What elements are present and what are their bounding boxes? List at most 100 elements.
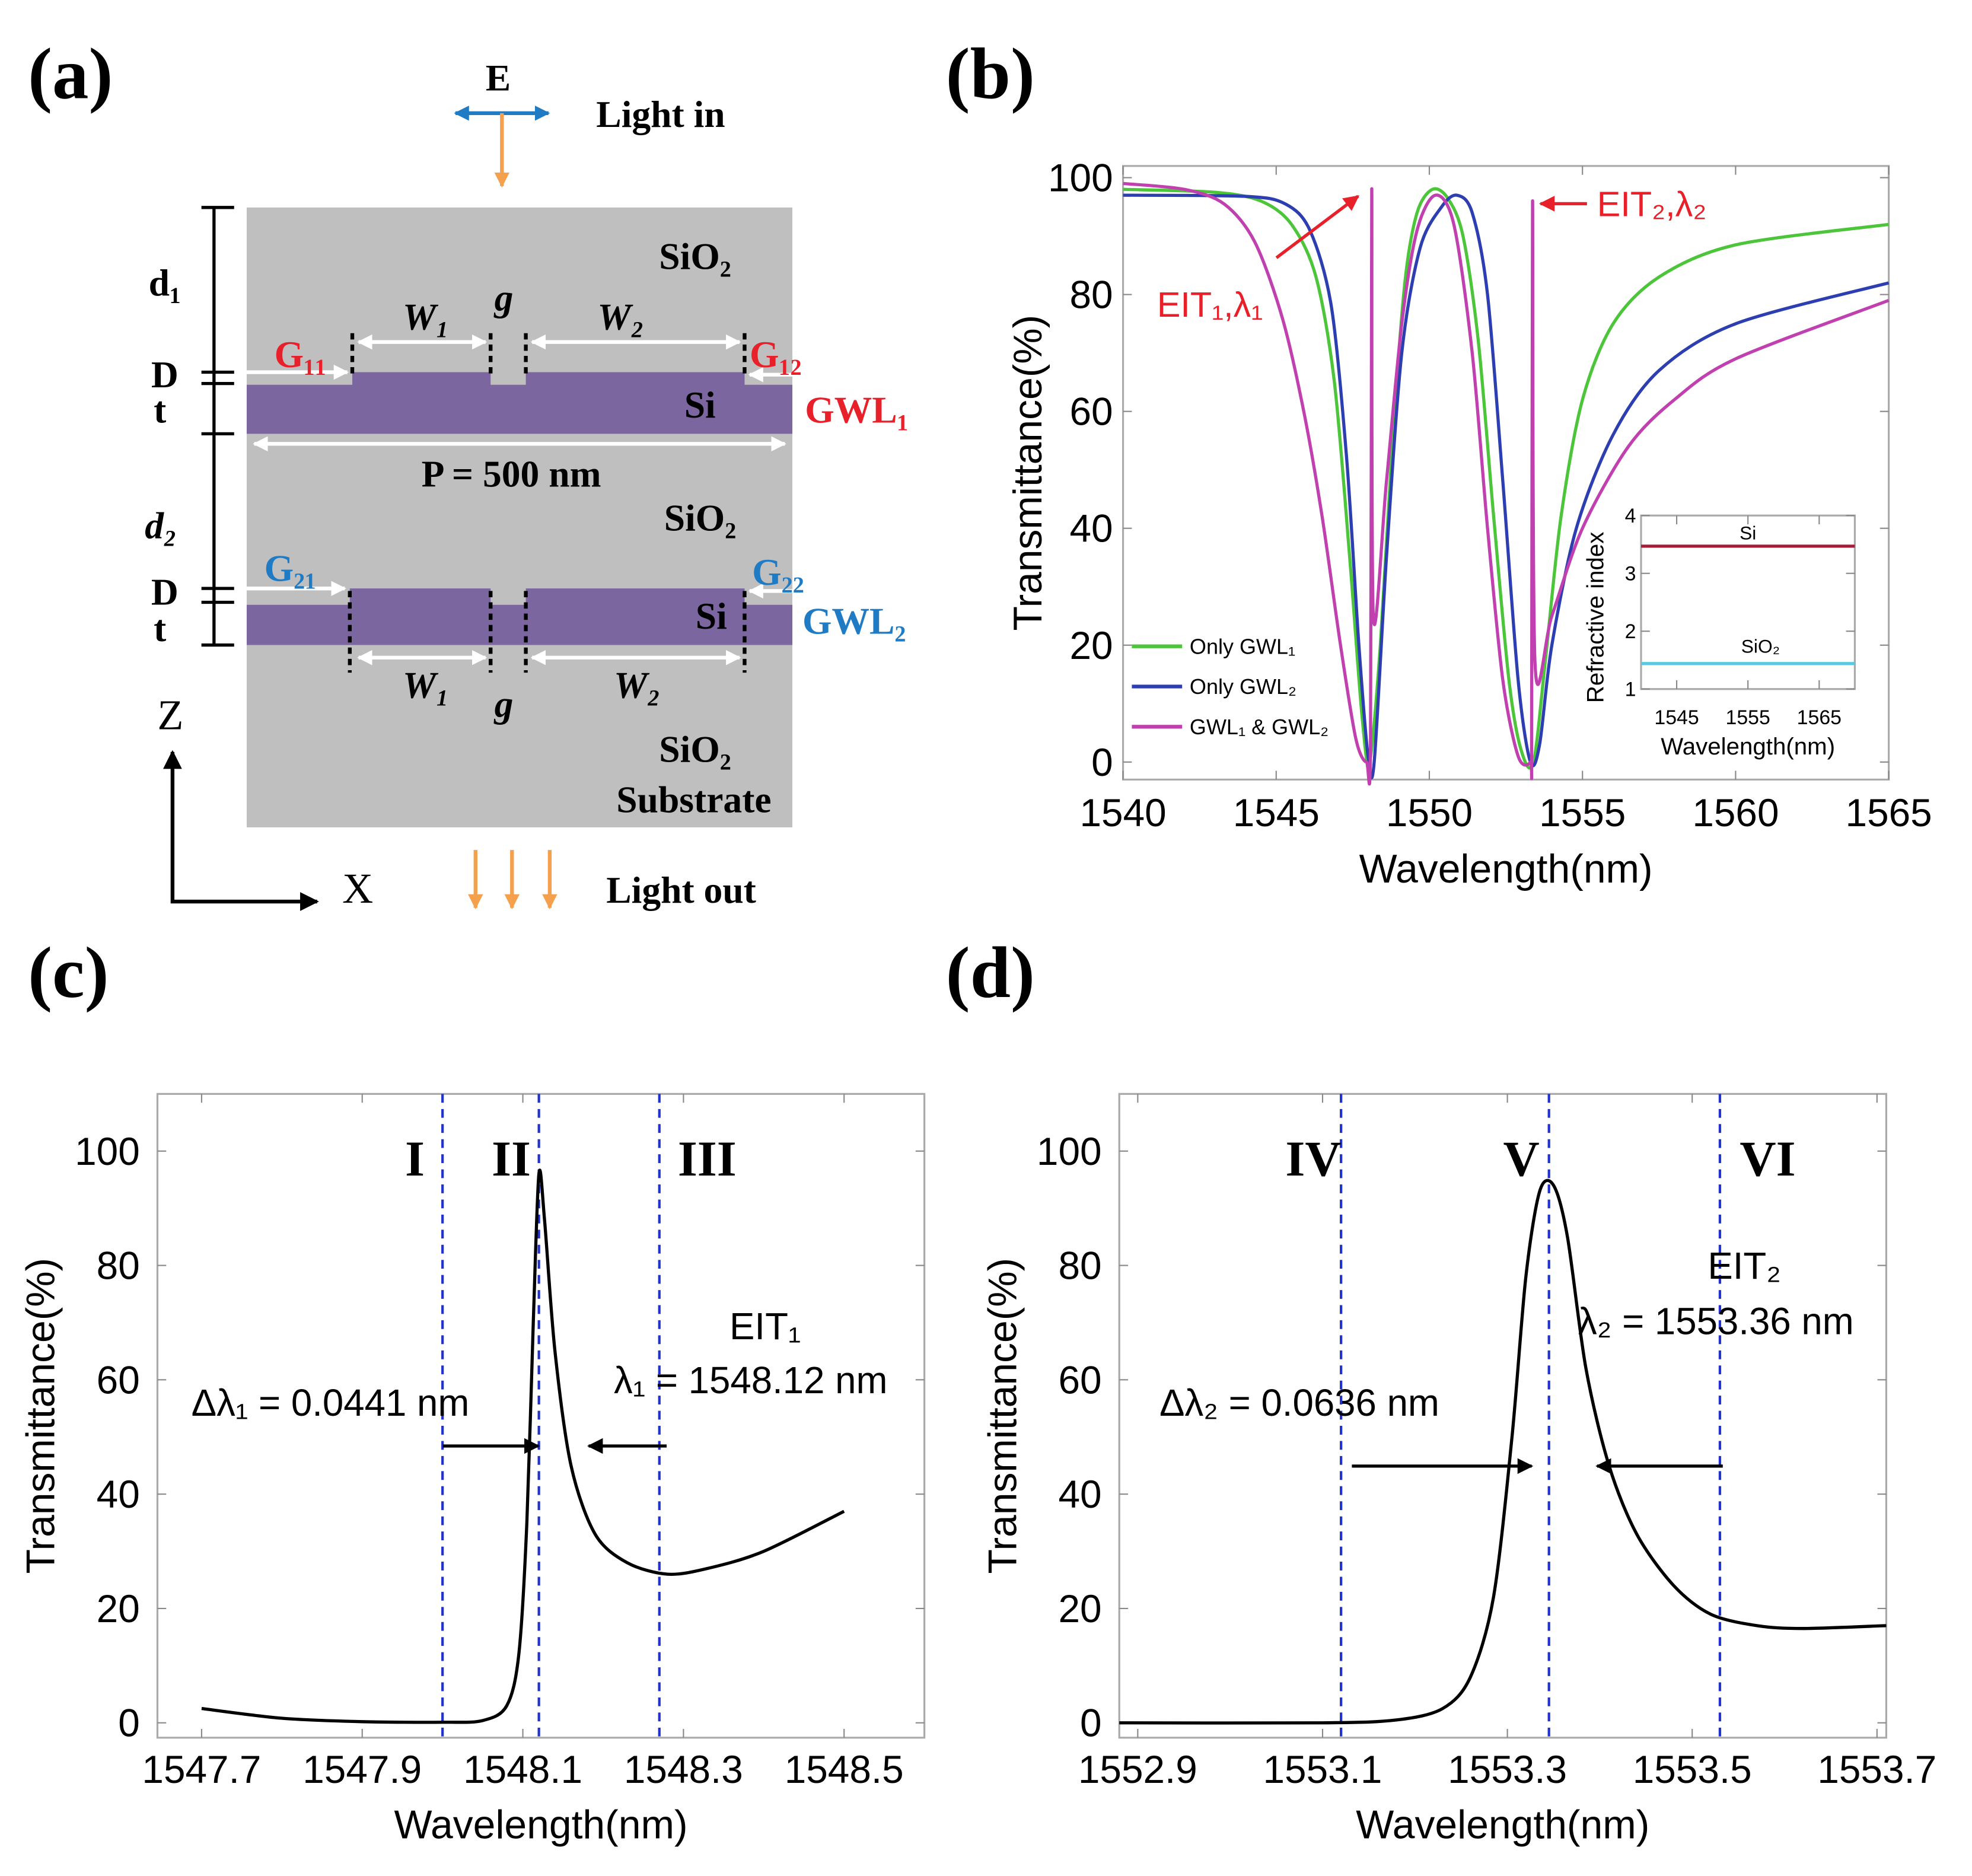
- x-tick-label: 1553.5: [1633, 1748, 1752, 1791]
- light-out-arrows-icon: [468, 850, 557, 910]
- x-tick-label: 1553.7: [1817, 1748, 1936, 1791]
- label-d2: d₂: [145, 504, 177, 546]
- series-line-0: [1123, 187, 1889, 770]
- x-tick-label: 1555: [1539, 791, 1626, 835]
- y-tick-label: 1: [1625, 679, 1636, 701]
- legend-label: Only GWL₂: [1190, 674, 1296, 699]
- label-g22: G₂₂: [752, 551, 804, 593]
- y-axis-label: Transmittance(%): [980, 1258, 1025, 1574]
- y-tick-label: 40: [1070, 507, 1113, 550]
- y-tick-label: 60: [1058, 1358, 1101, 1402]
- label-g: g: [493, 277, 514, 319]
- y-axis-label: Transmittance(%): [19, 1258, 63, 1574]
- plot-area: [1118, 1093, 1887, 1739]
- label-sio2-top: SiO₂: [659, 235, 731, 278]
- label-gwl2: GWL₂: [802, 600, 906, 642]
- label-g11: G₁₁: [275, 333, 327, 375]
- x-tick-label: 1552.9: [1078, 1748, 1197, 1791]
- x-tick-label: 1548.1: [463, 1748, 582, 1791]
- series-line-0: [201, 1168, 845, 1724]
- y-tick-label: 20: [1058, 1587, 1101, 1630]
- y-tick-label: 100: [1048, 157, 1113, 200]
- label-g12: G₁₂: [750, 333, 802, 375]
- y-tick-label: 4: [1625, 505, 1636, 527]
- label-t1: t: [154, 388, 166, 431]
- label-sio2-mid: SiO₂: [664, 497, 737, 539]
- legend-label: Only GWL₁: [1190, 634, 1295, 658]
- boundary-dashes: [348, 333, 747, 673]
- chart-c-eit1: 1547.7 1547.9 1548.1 1548.3 1548.5 0 20 40 60 80 1…: [19, 1093, 926, 1847]
- chart-b-inset-refractive-index: 1545 1555 1565 1 2 3 4 Wavelength(nm) Refractive…: [1582, 505, 1856, 760]
- y-tick-label: 40: [97, 1473, 140, 1516]
- structure-diagram: d₁ D t d₂ D t W₁ g W₂ W₁ g W₂ G₁₁ G₁₂ GW…: [145, 57, 908, 913]
- eit1-arrow-icon: [1275, 195, 1360, 259]
- legend-label: GWL₁ & GWL₂: [1190, 715, 1329, 739]
- label-t2: t: [154, 607, 166, 649]
- x-tick-label: 1547.9: [302, 1748, 422, 1791]
- label-d1: d₁: [149, 262, 181, 304]
- x-tick-label: 1553.3: [1448, 1748, 1567, 1791]
- y-tick-label: 100: [1037, 1130, 1102, 1173]
- region-label: I: [405, 1131, 425, 1187]
- y-tick-label: 40: [1058, 1473, 1101, 1516]
- panel-label-d: (d): [946, 932, 1035, 1013]
- sio2-cladding: [246, 207, 793, 827]
- y-tick-label: 2: [1625, 620, 1636, 643]
- y-tick-label: 80: [1058, 1244, 1101, 1288]
- label-D2: D: [151, 571, 179, 613]
- label-w2: W₂: [597, 295, 644, 337]
- x-tick-label: 1548.5: [785, 1748, 904, 1791]
- label-period: P = 500 nm: [422, 453, 601, 495]
- thickness-scale: [201, 206, 234, 647]
- label-gwl1: GWL₁: [805, 388, 909, 431]
- label-w1: W₁: [403, 295, 450, 337]
- x-tick-label: 1550: [1386, 791, 1473, 835]
- series-line-1: [1123, 193, 1890, 780]
- y-axis-label: Transmittance(%): [1006, 315, 1050, 631]
- region-label: II: [492, 1131, 531, 1187]
- label-light-out: Light out: [606, 869, 756, 911]
- panel-label-c: (c): [28, 932, 109, 1013]
- x-tick-label: 1540: [1079, 791, 1166, 835]
- y-tick-label: 80: [1070, 273, 1113, 317]
- region-label: VI: [1740, 1131, 1795, 1187]
- x-axis-label: Wavelength(nm): [1661, 733, 1835, 760]
- label-sio2-bottom: SiO₂: [659, 728, 731, 770]
- resonance-wavelength-label: λ₁ = 1548.12 nm: [614, 1359, 888, 1402]
- y-tick-label: 80: [97, 1244, 140, 1288]
- y-axis-label: Refractive index: [1582, 532, 1608, 703]
- coordinate-axes-icon: [163, 750, 319, 911]
- x-tick-label: 1555: [1725, 706, 1770, 729]
- label-axis-z: Z: [157, 692, 183, 739]
- x-tick-label: 1553.1: [1263, 1748, 1382, 1791]
- inset-sio2-label: SiO₂: [1741, 635, 1780, 657]
- panel-label-a: (a): [28, 33, 113, 114]
- eit1-annotation: EIT₁,λ₁: [1157, 285, 1263, 324]
- region-label: IV: [1285, 1131, 1341, 1187]
- series-line-0: [1119, 1179, 1887, 1725]
- x-tick-label: 1565: [1797, 706, 1842, 729]
- panel-label-b: (b): [946, 33, 1035, 114]
- x-axis-label: Wavelength(nm): [1356, 1802, 1649, 1847]
- y-tick-label: 60: [97, 1358, 140, 1402]
- region-label: III: [678, 1131, 737, 1187]
- region-label: V: [1503, 1131, 1539, 1187]
- inset-si-label: Si: [1740, 522, 1756, 543]
- label-D1: D: [151, 353, 179, 396]
- linewidth-label: Δλ₁ = 0.0441 nm: [192, 1382, 470, 1424]
- x-tick-label: 1545: [1654, 706, 1699, 729]
- x-tick-label: 1547.7: [142, 1748, 261, 1791]
- linewidth-label: Δλ₂ = 0.0636 nm: [1159, 1382, 1439, 1424]
- x-axis-label: Wavelength(nm): [394, 1802, 687, 1847]
- eit-label: EIT₁: [729, 1305, 801, 1348]
- resonance-wavelength-label: λ₂ = 1553.36 nm: [1578, 1300, 1854, 1342]
- label-light-in: Light in: [596, 93, 725, 135]
- plot-area: [156, 1093, 926, 1739]
- label-w1-bottom: W₁: [403, 664, 450, 706]
- y-tick-label: 60: [1070, 390, 1113, 434]
- y-tick-label: 0: [1080, 1702, 1102, 1745]
- x-axis-label: Wavelength(nm): [1359, 847, 1653, 891]
- label-axis-x: X: [342, 865, 373, 912]
- y-tick-label: 20: [97, 1587, 140, 1630]
